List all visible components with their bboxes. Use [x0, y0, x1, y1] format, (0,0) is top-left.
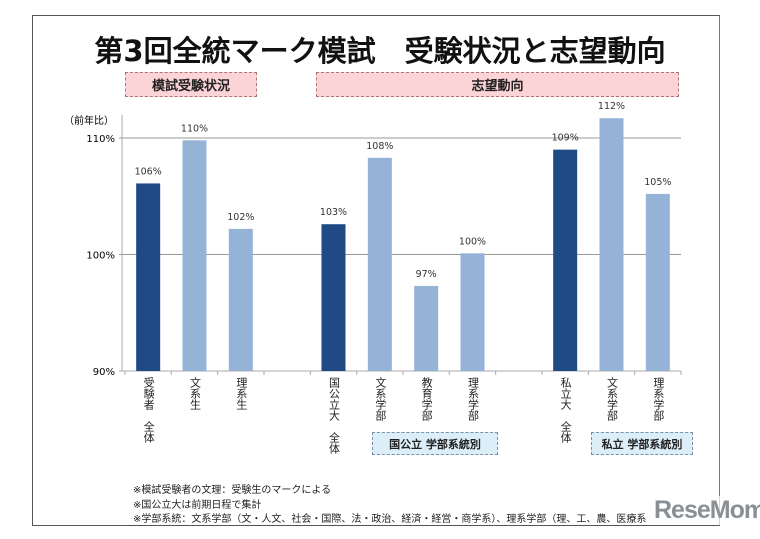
section-national-by-faculty: 国公立 学部系統別: [372, 432, 498, 455]
resemom-logo: ReseMom: [654, 496, 760, 525]
footnote: ※模試受験者の文理：受験生のマークによる: [133, 485, 332, 496]
category-label: 文系生: [188, 377, 202, 410]
bar: [182, 140, 207, 371]
data-label: 97%: [416, 269, 437, 280]
category-label: 文系学部: [373, 377, 387, 421]
data-label: 100%: [459, 236, 486, 247]
bar: [367, 157, 392, 371]
category-label: 理系生: [234, 377, 248, 410]
y-tick-label: 90%: [93, 367, 115, 378]
data-label: 105%: [644, 177, 671, 188]
data-label: 106%: [135, 166, 162, 177]
category-label: 文系学部: [605, 377, 619, 421]
bar: [228, 228, 253, 371]
category-label: 私立大 全体: [559, 377, 573, 443]
category-label: 理系学部: [466, 377, 480, 421]
bar: [645, 193, 670, 371]
y-tick-label: 100%: [86, 251, 115, 262]
data-label: 109%: [552, 133, 579, 144]
category-label: 理系学部: [651, 377, 665, 421]
data-label: 112%: [598, 101, 625, 112]
footnotes: ※模試受験者の文理：受験生のマークによる ※国公立大は前期日程で集計 ※学部系統…: [133, 484, 646, 528]
data-label: 103%: [320, 207, 347, 218]
section-preference-trend: 志望動向: [316, 72, 679, 97]
section-private-by-faculty: 私立 学部系統別: [591, 432, 693, 455]
category-label: 教育学部: [420, 377, 434, 421]
footnote: ※国公立大は前期日程で集計: [133, 499, 262, 511]
page-title: 第3回全統マーク模試 受験状況と志望動向: [94, 34, 666, 68]
bar: [414, 285, 439, 371]
footnote: ※学部系統：文系学部（文・人文、社会・国際、法・政治、経済・経営・商学系）、理系…: [133, 514, 647, 525]
y-axis-label: （前年比）: [64, 114, 114, 127]
data-label: 108%: [366, 141, 393, 152]
data-label: 110%: [181, 123, 208, 134]
data-label: 102%: [227, 212, 254, 223]
y-tick-label: 110%: [86, 134, 115, 145]
bar: [553, 149, 578, 371]
category-label: 受験者 全体: [142, 377, 156, 443]
bar: [321, 224, 346, 371]
category-label: 国公立大 全体: [327, 377, 341, 454]
chart-frame: [32, 15, 720, 526]
section-exam-status: 模試受験状況: [125, 72, 257, 97]
bar: [599, 118, 624, 371]
bar: [460, 253, 485, 371]
bar: [136, 183, 161, 371]
